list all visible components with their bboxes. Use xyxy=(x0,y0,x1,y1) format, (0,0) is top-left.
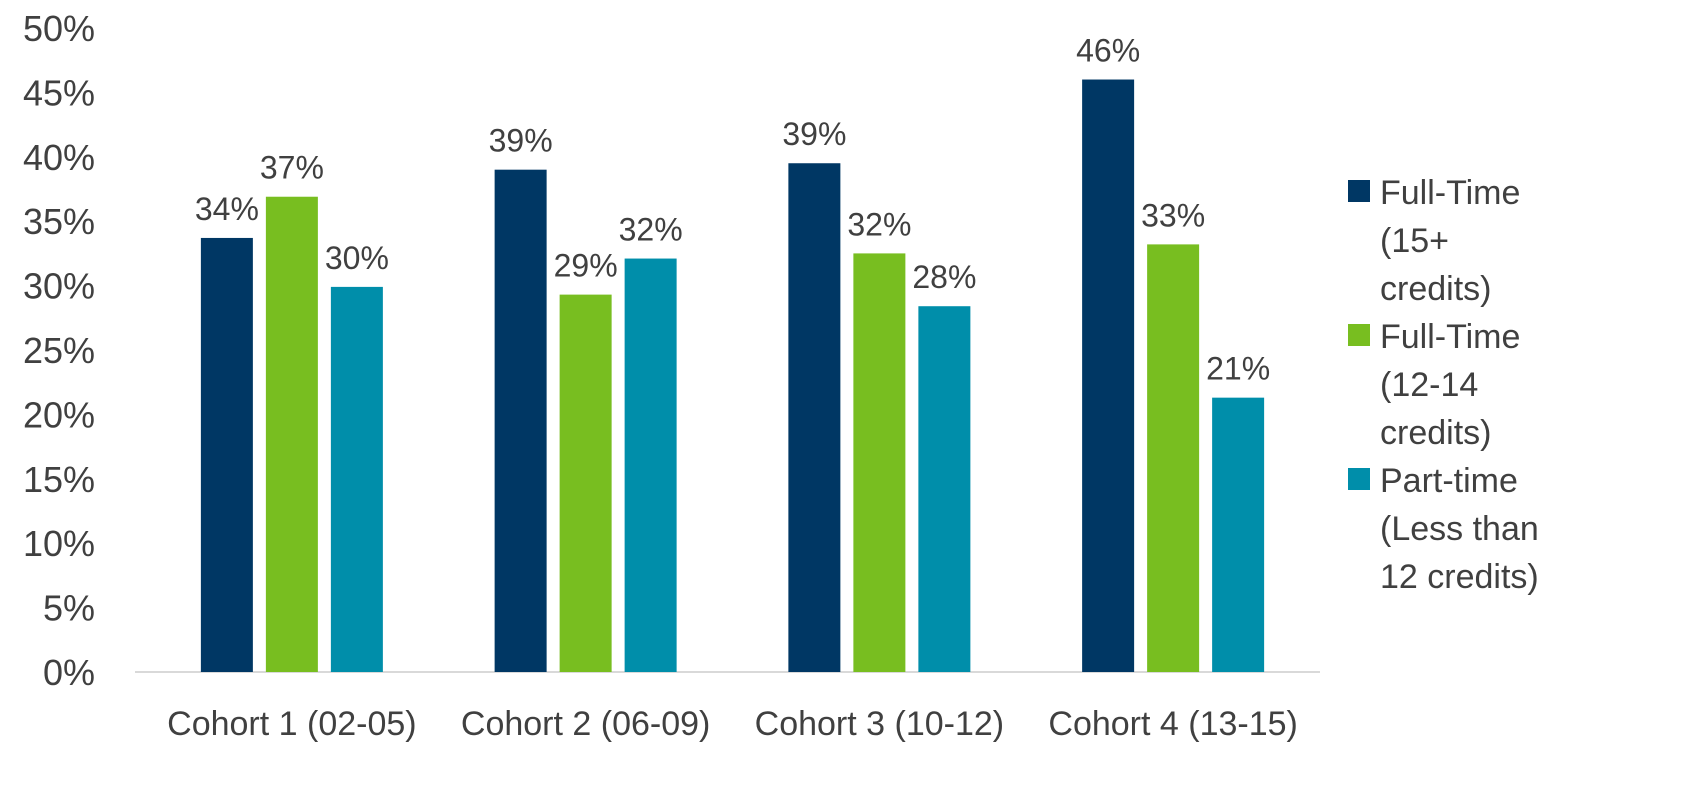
y-tick-label: 35% xyxy=(23,201,95,242)
x-axis: Cohort 1 (02-05) Cohort 2 (06-09) Cohort 3… xyxy=(167,705,1298,743)
legend-label: 12 credits) xyxy=(1380,558,1539,596)
y-tick-label: 25% xyxy=(23,330,95,371)
data-label: 34% xyxy=(195,191,259,227)
bar-series-1-category-3 xyxy=(788,163,841,673)
x-category-label: Cohort 3 (10-12) xyxy=(755,705,1004,743)
y-tick-label: 0% xyxy=(43,652,95,693)
bar-series-3-category-1 xyxy=(330,286,383,672)
y-tick-label: 15% xyxy=(23,459,95,500)
legend-label: credits) xyxy=(1380,270,1491,308)
x-category-label: Cohort 4 (13-15) xyxy=(1048,705,1297,743)
bar-series-1-category-4 xyxy=(1082,79,1135,672)
data-label: 28% xyxy=(912,259,976,295)
data-label: 39% xyxy=(782,116,846,152)
bar-series-3-category-3 xyxy=(918,306,971,672)
data-label: 39% xyxy=(489,123,553,159)
y-tick-label: 10% xyxy=(23,523,95,564)
legend-swatch xyxy=(1348,468,1370,490)
legend: Full-Time (15+ credits) Full-Time (12-14 cred… xyxy=(1348,174,1539,596)
legend-label: Full-Time xyxy=(1380,318,1520,356)
legend-item: Full-Time (15+ credits) xyxy=(1348,174,1520,308)
bar-group xyxy=(200,79,1265,673)
legend-label: (Less than xyxy=(1380,510,1539,548)
data-label: 30% xyxy=(325,240,389,276)
x-category-label: Cohort 1 (02-05) xyxy=(167,705,416,743)
y-tick-label: 20% xyxy=(23,394,95,435)
data-label: 37% xyxy=(260,150,324,186)
bar-series-2-category-3 xyxy=(853,253,906,672)
legend-item: Full-Time (12-14 credits) xyxy=(1348,318,1520,452)
data-label: 33% xyxy=(1141,197,1205,233)
bar-series-2-category-2 xyxy=(559,294,612,672)
y-tick-label: 50% xyxy=(23,8,95,49)
bar-series-2-category-4 xyxy=(1147,244,1200,672)
legend-item: Part-time (Less than 12 credits) xyxy=(1348,462,1539,596)
data-label: 21% xyxy=(1206,351,1270,387)
legend-swatch xyxy=(1348,180,1370,202)
x-category-label: Cohort 2 (06-09) xyxy=(461,705,710,743)
legend-label: credits) xyxy=(1380,414,1491,452)
data-label: 29% xyxy=(554,248,618,284)
legend-label: (15+ xyxy=(1380,222,1449,260)
data-labels: 34%37%30%39%29%32%39%32%28%46%33%21% xyxy=(195,33,1270,387)
legend-swatch xyxy=(1348,324,1370,346)
bar-series-3-category-2 xyxy=(624,258,677,672)
y-tick-label: 45% xyxy=(23,72,95,113)
legend-label: (12-14 xyxy=(1380,366,1478,404)
bar-series-3-category-4 xyxy=(1212,397,1265,672)
data-label: 32% xyxy=(847,206,911,242)
bar-series-1-category-2 xyxy=(494,169,547,672)
y-tick-label: 40% xyxy=(23,137,95,178)
legend-label: Part-time xyxy=(1380,462,1518,500)
y-axis: 0% 5% 10% 15% 20% 25% 30% 35% 40% 45% 50% xyxy=(23,8,95,693)
y-tick-label: 5% xyxy=(43,588,95,629)
bar-series-2-category-1 xyxy=(265,196,318,672)
legend-label: Full-Time xyxy=(1380,174,1520,212)
data-label: 46% xyxy=(1076,33,1140,69)
bar-series-1-category-1 xyxy=(200,237,253,672)
y-tick-label: 30% xyxy=(23,266,95,307)
data-label: 32% xyxy=(619,212,683,248)
